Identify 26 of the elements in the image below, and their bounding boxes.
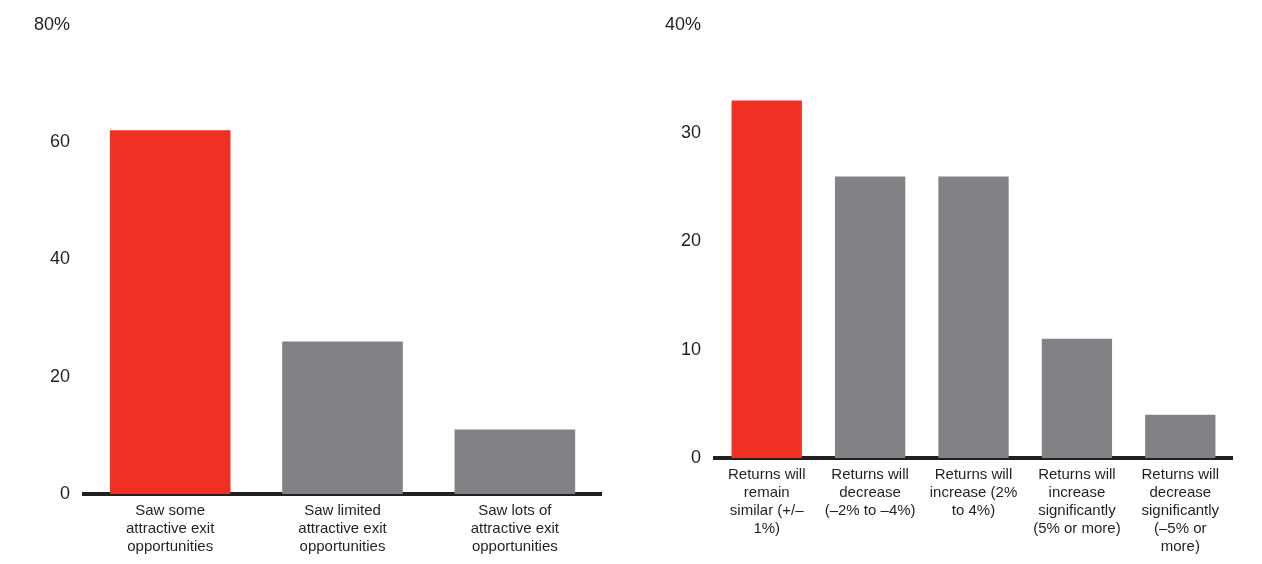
y-tick-label: 40	[50, 248, 71, 269]
bar	[1041, 338, 1113, 458]
x-tick-label: Returns will increase (2% to 4%)	[929, 465, 1018, 519]
bar	[454, 429, 576, 494]
y-tick-label: 80%	[34, 13, 71, 34]
bar	[834, 176, 906, 458]
bar	[731, 100, 802, 458]
y-tick-label: 10	[681, 338, 702, 359]
x-tick-label: Returns will increase significantly (5% or more)	[1033, 465, 1121, 537]
y-tick-label: 20	[681, 230, 702, 251]
bar	[938, 176, 1009, 458]
bar	[1145, 414, 1216, 458]
bar	[109, 130, 231, 494]
x-tick-label: Saw lots of attractive exit opportunities	[470, 501, 560, 555]
y-tick-label: 0	[691, 446, 702, 467]
x-tick-label: Returns will decrease significantly (–5% or more)	[1141, 465, 1220, 555]
y-tick-label: 0	[60, 482, 71, 503]
y-tick-label: 40%	[665, 13, 702, 34]
bar	[282, 341, 403, 494]
y-tick-label: 20	[50, 365, 71, 386]
x-tick-label: Returns will decrease (–2% to –4%)	[824, 465, 916, 519]
y-tick-label: 60	[50, 131, 71, 152]
x-tick-label: Saw some attractive exit opportunities	[126, 501, 216, 555]
y-tick-label: 30	[681, 122, 702, 143]
x-tick-label: Saw limited attractive exit opportunities	[298, 501, 388, 555]
x-tick-label: Returns will remain similar (+/– 1%)	[727, 465, 806, 537]
